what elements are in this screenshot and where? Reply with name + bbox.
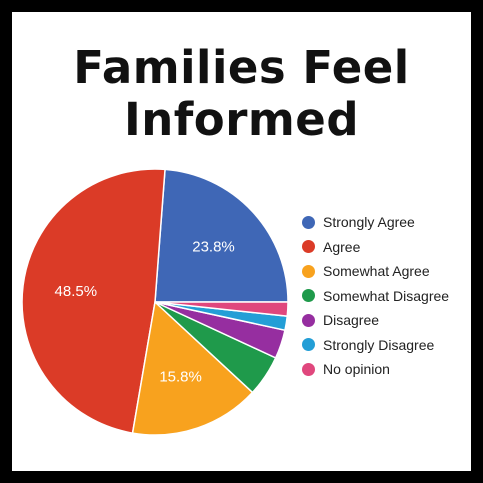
pie-slice-somewhat-agree — [131, 300, 254, 436]
legend-item-disagree: Disagree — [302, 308, 472, 333]
slice-label-strongly-agree: 23.8% — [192, 239, 235, 256]
legend-swatch — [302, 362, 315, 376]
chart-title-line-2: Informed — [123, 93, 360, 146]
legend-item-strongly-agree: Strongly Agree — [302, 210, 472, 235]
legend-swatch — [302, 240, 315, 254]
pie-slice-strongly-agree — [154, 168, 289, 303]
legend-swatch — [302, 313, 315, 327]
legend-label: Disagree — [323, 312, 380, 329]
legend-item-somewhat-agree: Somewhat Agree — [302, 259, 472, 284]
legend-item-somewhat-disagree: Somewhat Disagree — [302, 284, 472, 309]
legend-label: Somewhat Disagree — [323, 287, 450, 304]
chart-legend: Strongly Agree Agree Somewhat Agree Somewha… — [302, 210, 472, 382]
legend-label: Somewhat Agree — [323, 263, 430, 280]
pie-slices — [21, 168, 289, 436]
legend-swatch — [302, 215, 315, 229]
chart-title: Families Feel Informed — [12, 42, 471, 146]
pie-slice-labels: 23.8% 48.5% 15.8% — [55, 239, 235, 386]
legend-item-agree: Agree — [302, 235, 472, 260]
legend-swatch — [302, 338, 315, 352]
pie-slice-agree — [21, 168, 166, 434]
legend-label: Strongly Agree — [323, 214, 415, 231]
pie-slice-no-opinion — [154, 301, 289, 318]
legend-item-strongly-disagree: Strongly Disagree — [302, 333, 472, 358]
legend-swatch — [302, 264, 315, 278]
legend-label: No opinion — [323, 361, 390, 378]
chart-card: Families Feel Informed 23.8% 48.5% 15.8% S… — [12, 12, 471, 471]
pie-chart: 23.8% 48.5% 15.8% — [21, 168, 289, 436]
slice-label-somewhat-agree: 15.8% — [159, 369, 202, 386]
legend-item-no-opinion: No opinion — [302, 357, 472, 382]
legend-swatch — [302, 289, 315, 303]
legend-label: Agree — [323, 238, 361, 255]
slice-label-agree: 48.5% — [55, 283, 98, 300]
chart-title-line-1: Families Feel — [73, 41, 410, 94]
legend-label: Strongly Disagree — [323, 336, 435, 353]
